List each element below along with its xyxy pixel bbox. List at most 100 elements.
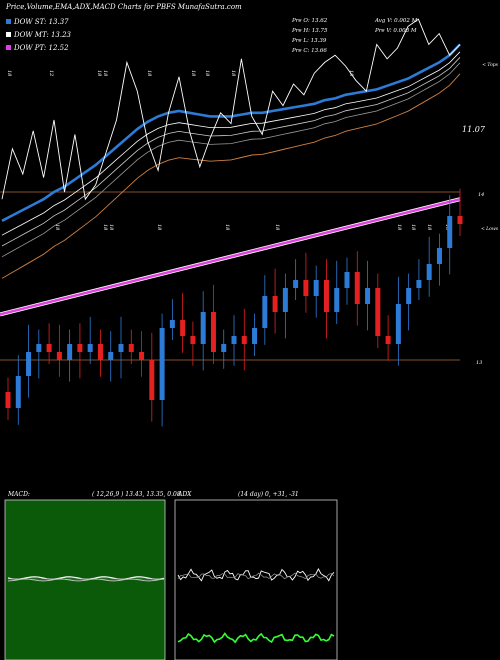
macd-signal-line <box>7 578 165 582</box>
candle-body <box>67 344 73 360</box>
ema-band-3 <box>1 73 461 279</box>
mid-date-label: 18 <box>410 224 416 230</box>
adx-title: ADX <box>177 491 192 498</box>
ema-short-line <box>1 43 461 222</box>
candle-body <box>5 392 11 408</box>
legend-st: DOW ST: 13.37 <box>13 18 69 26</box>
legend-swatch-pt <box>6 45 11 50</box>
candle-body <box>252 328 258 344</box>
candle-body <box>221 344 227 352</box>
top-date-label: 18 <box>190 70 196 76</box>
ema-band-1 <box>1 57 461 247</box>
macd-lines <box>7 576 165 582</box>
stat-prev-high: Pre H: 13.75 <box>291 28 328 34</box>
candle-body <box>272 296 278 312</box>
ema-last-value: 11.07 <box>462 125 486 134</box>
stat-prev-volume: Pre V: 0.008 M <box>374 28 417 34</box>
top-edge-label: < Tops <box>482 62 498 68</box>
price-close-line <box>1 18 461 201</box>
candle-body <box>77 344 83 352</box>
adx-minus-line <box>177 568 335 582</box>
stat-prev-close: Pre C: 13.66 <box>291 48 327 54</box>
top-date-label: 18 <box>146 70 152 76</box>
candle-body <box>149 360 155 400</box>
mid-date-label: 18 <box>444 224 450 230</box>
candle-body <box>395 304 401 344</box>
legend: DOW ST: 13.37 DOW MT: 13.23 DOW PT: 12.5… <box>6 18 72 52</box>
adx-lines <box>177 568 335 644</box>
candle-body <box>87 344 93 352</box>
candle-body <box>36 344 42 352</box>
candle-body <box>118 344 124 352</box>
ema-long-line <box>0 198 461 316</box>
ema-reference-label: 14 <box>478 192 484 198</box>
candle-body <box>262 296 268 328</box>
candle-reference-label: 13 <box>476 360 482 366</box>
candle-body <box>200 312 206 344</box>
macd-title: MACD: <box>7 491 30 498</box>
legend-mt: DOW MT: 13.23 <box>13 31 72 39</box>
chart-title: Price,Volume,EMA,ADX,MACD Charts for PBF… <box>5 3 242 11</box>
candle-body <box>354 272 360 304</box>
candle-body <box>15 376 21 408</box>
candle-body <box>375 288 381 336</box>
candlestick-panel <box>0 188 463 427</box>
mid-date-labels: 18 18 18 18 18 18 18 18 18 18 <box>54 224 450 230</box>
ema-band-2 <box>1 62 461 258</box>
candle-body <box>436 248 442 264</box>
candle-body <box>334 288 340 312</box>
candle-body <box>139 352 145 360</box>
mid-date-label: 18 <box>108 224 114 230</box>
mid-date-label: 18 <box>396 224 402 230</box>
candle-body <box>241 336 247 344</box>
candle-body <box>108 352 114 360</box>
candle-body <box>323 280 329 312</box>
top-date-label: 18 <box>6 70 12 76</box>
adx-line <box>177 572 335 580</box>
candle-body <box>344 272 350 288</box>
mid-edge-label: < Lows <box>481 226 499 232</box>
mid-date-label: 18 <box>156 224 162 230</box>
candle-body <box>385 336 391 344</box>
legend-pt: DOW PT: 12.52 <box>13 44 69 52</box>
top-date-label: 18 <box>230 70 236 76</box>
candle-body <box>416 280 422 288</box>
ema-band-0 <box>1 51 461 236</box>
top-date-label: 12 <box>48 70 54 76</box>
legend-swatch-st <box>6 19 11 24</box>
ema-panel <box>0 18 461 317</box>
top-date-labels: 18 12 18 18 18 18 18 18 18 <box>6 70 354 76</box>
stat-prev-low: Pre L: 13.39 <box>291 38 327 44</box>
candle-body <box>303 280 309 296</box>
candle-body <box>406 288 412 304</box>
price-stats: Pre O: 13.62 Pre H: 13.75 Pre L: 13.39 P… <box>291 18 418 54</box>
candle-body <box>97 344 103 360</box>
candle-body <box>313 280 319 296</box>
adx-params: (14 day) 0, +31, -31 <box>238 491 299 498</box>
candle-body <box>169 320 175 328</box>
mid-date-label: 18 <box>54 224 60 230</box>
top-date-label: 18 <box>204 70 210 76</box>
adx-panel <box>174 499 338 660</box>
candle-body <box>190 336 196 344</box>
mid-date-label: 18 <box>274 224 280 230</box>
legend-swatch-mt <box>6 32 11 37</box>
mid-date-label: 18 <box>426 224 432 230</box>
top-date-label: 18 <box>102 70 108 76</box>
macd-params: ( 12,26,9 ) 13.43, 13.35, 0.08 <box>92 491 181 498</box>
candle-body <box>293 280 299 288</box>
candle-body <box>159 328 165 400</box>
candle-body <box>457 216 463 224</box>
candle-body <box>180 320 186 336</box>
adx-plus-line <box>177 632 335 644</box>
candle-body <box>282 288 288 312</box>
candle-body <box>56 352 62 360</box>
candle-body <box>365 288 371 304</box>
top-date-label: 18 <box>96 70 102 76</box>
mid-date-label: 18 <box>224 224 230 230</box>
stat-avg-volume: Avg V: 0.002 M <box>374 18 418 24</box>
stat-prev-open: Pre O: 13.62 <box>291 18 328 24</box>
candle-body <box>426 264 432 280</box>
